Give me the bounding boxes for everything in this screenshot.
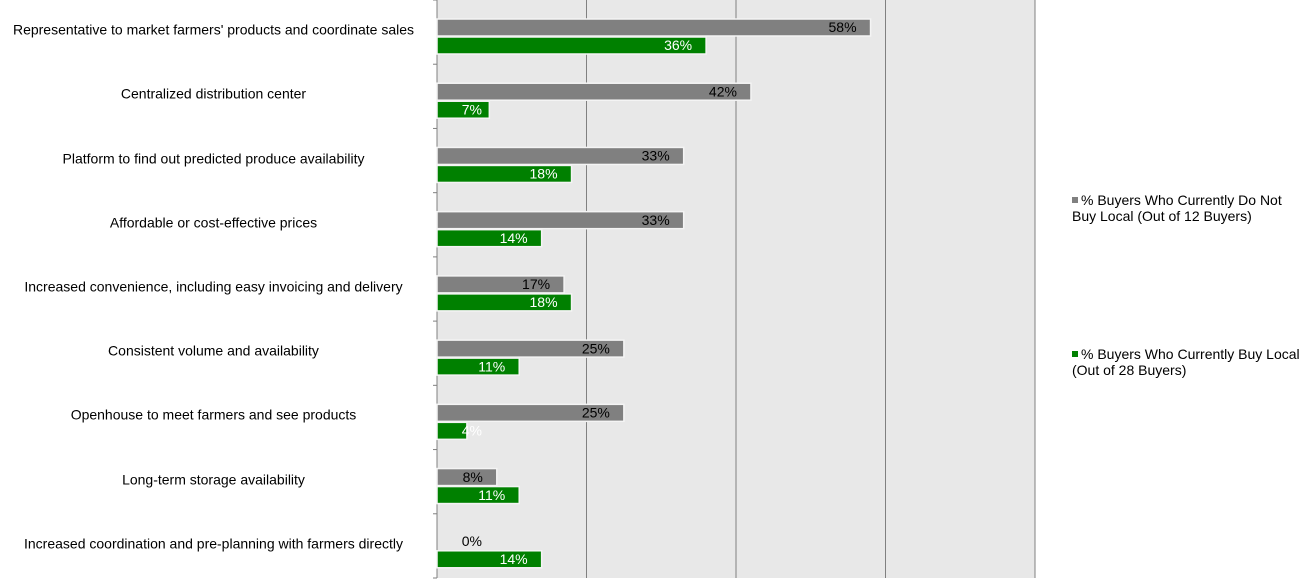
data-label: 42% bbox=[709, 83, 737, 99]
data-label: 33% bbox=[642, 148, 670, 164]
bar bbox=[436, 100, 491, 119]
category-label: Centralized distribution center bbox=[120, 85, 307, 102]
legend-entry: % Buyers Who Currently Do Not Buy Local … bbox=[1072, 192, 1307, 224]
legend-swatch bbox=[1072, 351, 1078, 357]
bar bbox=[436, 339, 625, 358]
data-label: 0% bbox=[462, 533, 482, 549]
data-label: 8% bbox=[463, 469, 483, 485]
bar bbox=[436, 293, 573, 312]
data-label: 11% bbox=[478, 358, 505, 374]
data-label: 11% bbox=[478, 487, 505, 503]
bar bbox=[436, 82, 752, 101]
category-label: Affordable or cost-effective prices bbox=[109, 214, 318, 231]
data-label: 33% bbox=[642, 212, 670, 228]
bar bbox=[436, 228, 543, 248]
bar bbox=[436, 467, 498, 487]
category-label: Openhouse to meet farmers and see produc… bbox=[70, 406, 357, 423]
category-label: Representative to market farmers' produc… bbox=[12, 21, 415, 38]
category-label: Long-term storage availability bbox=[122, 471, 305, 488]
bar bbox=[436, 18, 872, 37]
bar bbox=[436, 403, 625, 423]
bar bbox=[436, 357, 520, 376]
data-label: 36% bbox=[664, 37, 692, 53]
bar bbox=[436, 210, 685, 230]
bar bbox=[436, 485, 520, 505]
data-label: 4% bbox=[462, 423, 482, 439]
bar bbox=[436, 421, 468, 441]
bar bbox=[436, 146, 685, 166]
data-label: 18% bbox=[530, 166, 558, 182]
data-label: 25% bbox=[582, 405, 610, 421]
bar bbox=[436, 36, 707, 55]
data-label: 17% bbox=[522, 276, 550, 292]
legend-swatch bbox=[1072, 197, 1078, 203]
category-label: Increased convenience, including easy in… bbox=[24, 278, 403, 295]
category-label: Consistent volume and availability bbox=[108, 342, 319, 359]
legend-label: % Buyers Who Currently Do Not Buy Local … bbox=[1072, 192, 1282, 224]
data-label: 58% bbox=[829, 19, 857, 35]
data-label: 14% bbox=[500, 551, 528, 567]
data-label: 7% bbox=[462, 101, 482, 117]
bar bbox=[436, 164, 573, 184]
bar bbox=[436, 275, 565, 294]
data-label: 25% bbox=[582, 340, 610, 356]
legend-entry: % Buyers Who Currently Buy Local (Out of… bbox=[1072, 346, 1307, 378]
data-label: 14% bbox=[500, 230, 528, 246]
category-label: Platform to find out predicted produce a… bbox=[62, 150, 365, 167]
category-label: Increased coordination and pre-planning … bbox=[24, 535, 403, 552]
bar bbox=[436, 550, 543, 569]
legend-label: % Buyers Who Currently Buy Local (Out of… bbox=[1072, 346, 1300, 378]
data-label: 18% bbox=[530, 294, 558, 310]
